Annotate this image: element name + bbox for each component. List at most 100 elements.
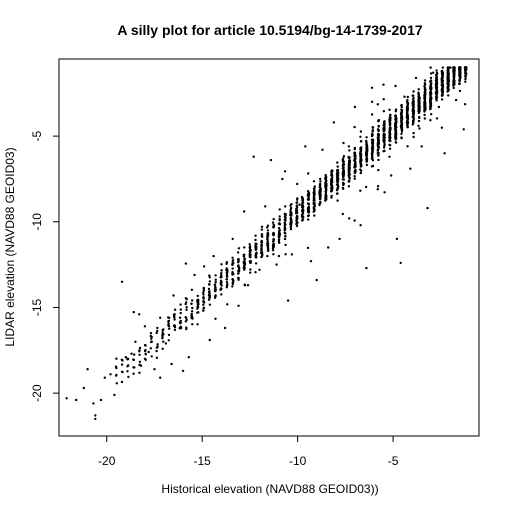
data-point [429, 119, 432, 122]
data-point [196, 307, 199, 310]
data-point [159, 376, 162, 379]
data-point [132, 358, 136, 362]
data-point [231, 259, 234, 263]
data-point [424, 88, 427, 92]
data-point [406, 145, 409, 148]
data-point [120, 358, 124, 361]
data-point [130, 352, 133, 355]
x-tick-label: -20 [98, 454, 116, 468]
data-point [190, 312, 193, 316]
data-point [383, 136, 386, 139]
data-point [443, 152, 446, 155]
data-point [260, 228, 263, 231]
data-point [283, 221, 286, 225]
data-point [324, 192, 327, 196]
data-point [313, 196, 316, 200]
data-point [313, 190, 316, 194]
data-point [412, 94, 415, 98]
data-point [214, 274, 217, 277]
data-point [237, 258, 240, 261]
data-point [429, 90, 432, 94]
data-point [196, 294, 199, 298]
data-point [394, 123, 397, 126]
data-point [301, 214, 304, 217]
data-point [313, 187, 316, 191]
data-point [429, 88, 433, 92]
data-point [464, 72, 468, 75]
data-point [289, 223, 292, 226]
data-point [249, 259, 252, 263]
data-point [348, 173, 351, 177]
y-tick-label: -20 [30, 384, 44, 402]
data-point [414, 76, 418, 80]
data-point [389, 119, 392, 122]
data-point [219, 276, 222, 279]
data-point [424, 92, 427, 95]
data-point [464, 77, 467, 81]
data-point [286, 299, 290, 302]
data-point [446, 87, 449, 91]
data-point [347, 168, 351, 172]
data-point [184, 262, 188, 265]
data-point [231, 278, 234, 281]
data-point [214, 317, 217, 320]
data-point [371, 130, 374, 133]
data-point [278, 215, 281, 218]
data-point [388, 108, 391, 112]
data-point [441, 73, 444, 76]
data-point [138, 350, 141, 353]
data-point [277, 238, 281, 241]
data-point [301, 206, 304, 209]
data-point [231, 271, 234, 274]
data-point [149, 347, 152, 350]
data-point [418, 99, 421, 102]
data-point [435, 117, 439, 120]
data-point [312, 193, 316, 196]
data-point [283, 212, 286, 216]
data-point [338, 237, 341, 241]
data-point [429, 92, 432, 96]
data-point [462, 128, 465, 131]
data-point [264, 205, 267, 208]
data-point [277, 235, 281, 239]
data-point [236, 251, 240, 254]
data-point [359, 154, 363, 157]
data-point [319, 180, 322, 183]
data-point [400, 128, 403, 131]
data-point [220, 272, 223, 275]
data-point [271, 249, 275, 252]
data-point [371, 148, 374, 151]
data-point [370, 100, 374, 104]
data-point [400, 108, 403, 111]
data-point [243, 258, 246, 261]
data-point [225, 261, 229, 264]
data-point [271, 247, 275, 250]
data-point [190, 302, 193, 305]
data-point [208, 294, 212, 297]
data-point [429, 76, 433, 80]
data-point [394, 134, 397, 137]
data-point [353, 151, 357, 155]
data-point [389, 114, 392, 117]
data-point [332, 121, 336, 124]
data-point [382, 98, 385, 101]
data-point [389, 139, 392, 143]
data-point [464, 75, 467, 79]
data-point [184, 302, 187, 306]
data-point [220, 273, 223, 277]
data-point [284, 205, 287, 208]
data-point [278, 233, 281, 236]
data-point [94, 417, 97, 421]
data-point [144, 358, 147, 361]
data-point [353, 105, 357, 109]
data-point [348, 217, 351, 220]
data-point [394, 84, 397, 88]
data-point [348, 159, 351, 162]
data-point [336, 169, 339, 173]
data-point [336, 188, 339, 191]
data-point [441, 87, 444, 91]
data-point [278, 241, 281, 244]
data-point [342, 178, 345, 181]
data-point [370, 157, 374, 160]
data-point [82, 386, 86, 390]
